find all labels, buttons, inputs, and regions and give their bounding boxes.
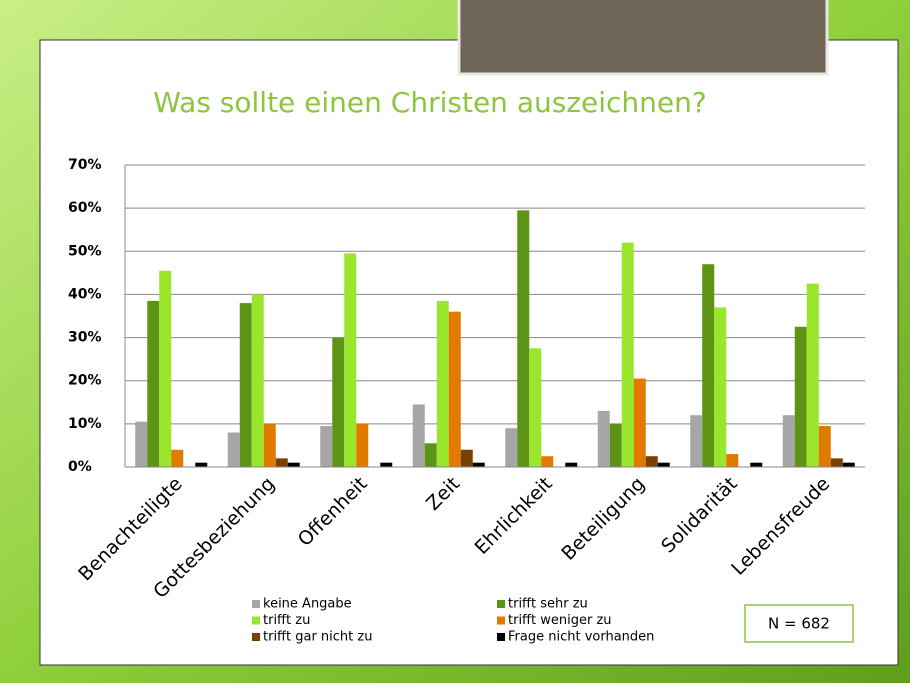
bar (460, 449, 473, 467)
bar (320, 426, 333, 467)
header-box (457, 0, 829, 76)
y-tick-label: 20% (68, 373, 102, 389)
bar (448, 311, 461, 467)
annotation-box (744, 604, 854, 643)
bar (436, 300, 449, 467)
bar (714, 307, 727, 467)
legend-swatch (497, 600, 505, 608)
bar (147, 300, 160, 467)
y-tick-label: 70% (68, 157, 102, 173)
bar (565, 462, 578, 467)
bar (750, 462, 763, 467)
bar (609, 423, 622, 467)
y-tick-label: 40% (68, 286, 102, 302)
legend-label: trifft gar nicht zu (263, 630, 372, 645)
bar (830, 458, 843, 467)
bar (633, 378, 646, 467)
bar (424, 443, 437, 467)
legend-swatch (497, 616, 505, 625)
bar (794, 326, 807, 467)
bar (842, 462, 855, 467)
bar (529, 348, 542, 467)
bar (702, 264, 715, 467)
bar (818, 426, 831, 467)
bar (251, 294, 264, 467)
bar (171, 449, 184, 467)
y-tick-label: 10% (68, 416, 102, 432)
bar (287, 462, 300, 467)
bar (263, 423, 276, 467)
legend-label: Frage nicht vorhanden (508, 630, 654, 645)
bar (159, 270, 172, 467)
bar (275, 458, 288, 467)
y-tick-label: 0% (68, 459, 92, 475)
bar (344, 253, 357, 467)
bar (227, 432, 240, 467)
legend-label: trifft sehr zu (508, 597, 588, 612)
annotation: N = 682 (768, 615, 830, 633)
legend-label: trifft weniger zu (508, 613, 612, 628)
y-tick-label: 30% (68, 330, 102, 346)
bar (726, 454, 739, 467)
legend-label: keine Angabe (263, 597, 352, 612)
bar (657, 462, 670, 467)
bar (690, 415, 703, 467)
bar (806, 283, 819, 467)
y-tick-label: 50% (68, 243, 102, 259)
bar (356, 423, 369, 467)
bar (517, 210, 530, 468)
y-tick-label: 60% (68, 200, 102, 216)
bar (472, 462, 485, 467)
bar (782, 415, 795, 467)
slide (39, 39, 899, 666)
legend-swatch (252, 616, 260, 625)
bar (645, 456, 658, 467)
bar (412, 404, 425, 467)
bar (597, 410, 610, 467)
bar (239, 303, 252, 467)
chart-title: Was sollte einen Christen auszeichnen? (153, 86, 707, 119)
bar (380, 462, 393, 467)
legend-label: trifft zu (263, 613, 310, 628)
legend-swatch (252, 633, 260, 641)
legend-swatch (252, 600, 260, 608)
bar (505, 428, 518, 467)
legend-swatch (497, 633, 505, 641)
bar (135, 421, 148, 467)
bar (332, 337, 345, 467)
bar (541, 456, 554, 467)
bar (621, 242, 634, 467)
bar (195, 462, 208, 467)
